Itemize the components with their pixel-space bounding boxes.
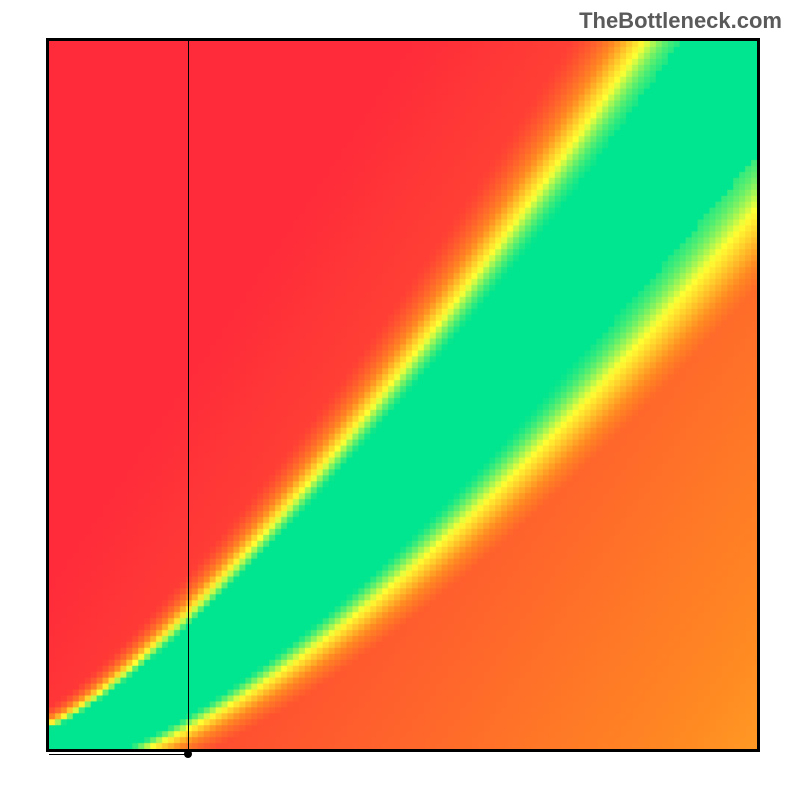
marker-dot xyxy=(184,750,192,758)
watermark-text: TheBottleneck.com xyxy=(579,8,782,34)
crosshair-vertical xyxy=(188,41,189,754)
heatmap-chart xyxy=(46,38,760,752)
crosshair-horizontal xyxy=(49,754,188,755)
heatmap-canvas xyxy=(49,41,757,749)
